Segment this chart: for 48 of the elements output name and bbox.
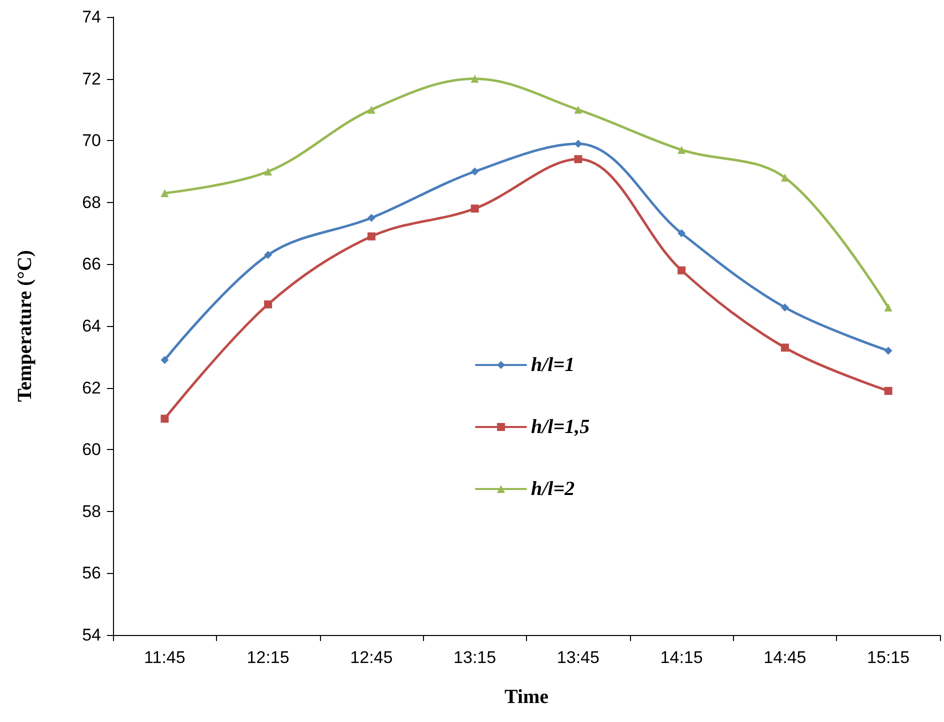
point [470,74,479,83]
y-tick-label: 62 [82,378,101,398]
y-tick-label: 58 [82,502,101,521]
point [160,189,169,198]
y-tick-label: 66 [82,254,101,274]
point [574,106,582,114]
point [367,214,376,222]
point [884,386,892,395]
point [780,303,789,312]
point [367,106,376,114]
point [884,346,892,355]
x-tick-label: 12:15 [246,648,290,667]
point [264,168,272,176]
y-tick-label: 72 [82,69,101,88]
legend-label: h/l=2 [531,478,575,500]
point [780,344,789,352]
legend-label: h/l=1,5 [531,416,590,438]
point [264,250,272,259]
x-tick-label: 13:15 [454,648,496,667]
y-tick-label: 54 [82,626,101,644]
point [780,174,789,182]
y-tick-label: 68 [82,192,101,212]
point [470,204,479,213]
y-tick-label: 70 [82,131,101,150]
x-tick-label: 14:15 [660,648,703,667]
point [160,356,169,364]
y-tick-label: 60 [82,440,101,460]
point [470,168,479,176]
x-tick-label: 14:45 [764,648,806,667]
point [574,140,582,148]
x-tick-label: 15:15 [867,648,910,667]
y-tick-label: 74 [82,8,101,26]
x-axis-title: Time [504,686,549,708]
point [678,229,686,238]
point [678,266,686,274]
point [160,414,169,423]
legend-label: h/l=1 [531,354,575,376]
point [884,303,892,312]
point [574,155,582,164]
y-axis-title: Temperature (°C) [14,250,36,402]
point [264,300,272,308]
y-tick-label: 64 [82,316,101,336]
x-tick-label: 13:45 [556,648,600,667]
point [367,232,376,240]
point [678,146,686,154]
x-tick-label: 11:45 [144,648,186,667]
x-tick-label: 12:45 [350,648,393,667]
y-tick-label: 56 [82,564,101,583]
